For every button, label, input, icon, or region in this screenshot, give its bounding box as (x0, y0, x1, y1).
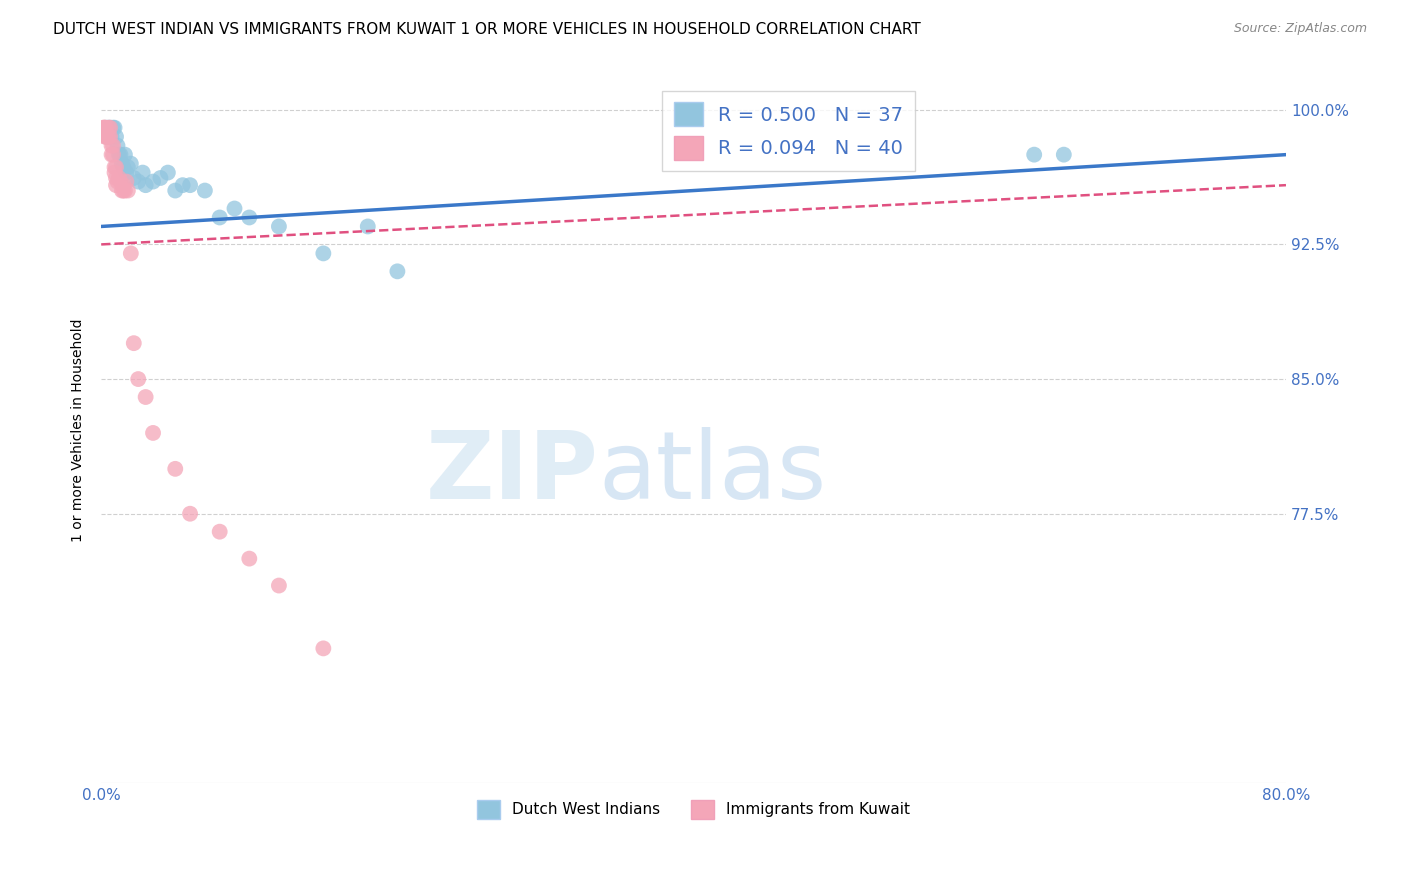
Point (208, 211, 231, 225)
Point (103, 120, 125, 135)
Point (112, 160, 135, 174)
Point (98, 120, 121, 135)
Point (357, 219, 380, 234)
Point (105, 160, 128, 174)
Point (208, 524, 231, 539)
Point (172, 178, 194, 193)
Point (100, 129, 122, 144)
Point (122, 336, 145, 351)
Point (165, 462, 187, 476)
Point (111, 184, 134, 198)
Point (105, 178, 128, 193)
Point (97, 120, 120, 135)
Point (117, 160, 139, 174)
Point (93, 120, 115, 135)
Point (105, 129, 128, 144)
Point (267, 219, 290, 234)
Text: Source: ZipAtlas.com: Source: ZipAtlas.com (1233, 22, 1367, 36)
Point (94, 129, 117, 144)
Point (120, 156, 142, 170)
Point (96, 129, 118, 144)
Point (387, 264, 409, 278)
Point (1053, 147, 1076, 161)
Point (135, 390, 157, 404)
Point (100, 147, 122, 161)
Point (312, 641, 335, 656)
Point (107, 175, 129, 189)
Text: ZIP: ZIP (426, 426, 599, 518)
Point (165, 184, 187, 198)
Point (135, 178, 157, 193)
Point (194, 184, 217, 198)
Point (114, 184, 136, 198)
Point (156, 165, 179, 179)
Point (93, 120, 115, 135)
Point (110, 147, 132, 161)
Point (98, 120, 121, 135)
Point (108, 147, 131, 161)
Point (115, 175, 138, 189)
Point (100, 138, 122, 153)
Point (103, 160, 125, 174)
Point (267, 578, 290, 592)
Point (97, 129, 120, 144)
Point (97, 120, 120, 135)
Point (94, 129, 117, 144)
Point (312, 246, 335, 260)
Point (114, 147, 136, 161)
Point (238, 551, 260, 566)
Point (238, 211, 260, 225)
Point (142, 175, 165, 189)
Y-axis label: 1 or more Vehicles in Household: 1 or more Vehicles in Household (72, 318, 86, 542)
Point (94, 120, 117, 135)
Point (131, 165, 153, 179)
Point (98, 129, 121, 144)
Point (101, 138, 124, 153)
Point (179, 507, 201, 521)
Point (149, 171, 172, 186)
Point (179, 178, 201, 193)
Point (108, 171, 131, 186)
Point (1024, 147, 1046, 161)
Point (142, 425, 165, 440)
Point (107, 138, 129, 153)
Point (127, 175, 149, 189)
Text: atlas: atlas (599, 426, 827, 518)
Point (112, 178, 135, 193)
Text: DUTCH WEST INDIAN VS IMMIGRANTS FROM KUWAIT 1 OR MORE VEHICLES IN HOUSEHOLD CORR: DUTCH WEST INDIAN VS IMMIGRANTS FROM KUW… (53, 22, 921, 37)
Point (115, 165, 138, 179)
Point (101, 147, 124, 161)
Point (224, 202, 246, 216)
Point (127, 372, 149, 386)
Point (103, 165, 125, 179)
Point (110, 175, 132, 189)
Point (122, 171, 145, 186)
Point (111, 156, 134, 170)
Point (112, 184, 135, 198)
Point (94, 120, 117, 135)
Point (96, 129, 118, 144)
Point (120, 246, 142, 260)
Point (93, 120, 115, 135)
Point (101, 120, 124, 135)
Point (117, 184, 139, 198)
Legend: Dutch West Indians, Immigrants from Kuwait: Dutch West Indians, Immigrants from Kuwa… (471, 794, 917, 825)
Point (105, 171, 128, 186)
